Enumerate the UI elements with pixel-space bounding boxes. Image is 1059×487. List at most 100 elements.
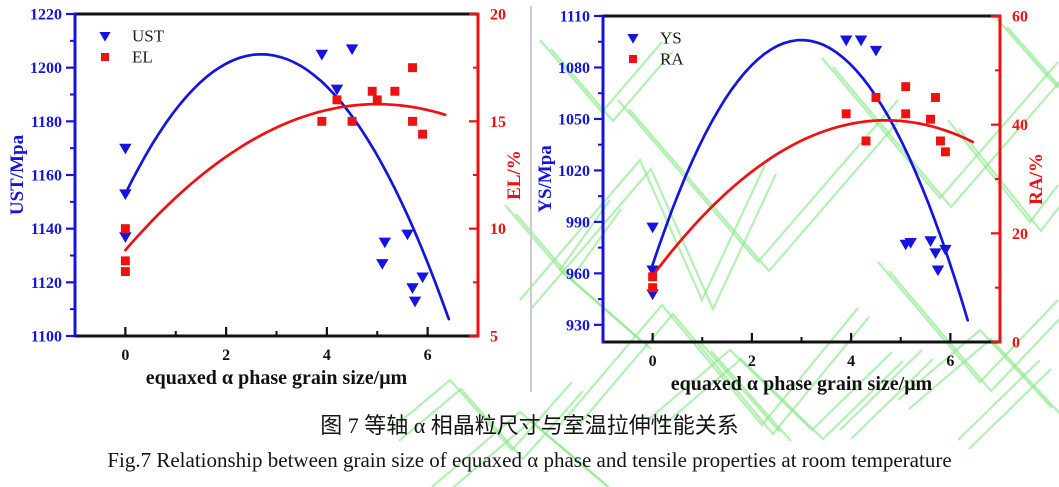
svg-text:0: 0 <box>1012 335 1020 352</box>
watermark-stroke <box>968 368 1052 450</box>
series-YS <box>646 35 970 322</box>
legend-label-EL: EL <box>132 48 153 67</box>
svg-text:1200: 1200 <box>30 60 62 77</box>
watermark-stroke <box>658 357 904 441</box>
data-point <box>416 272 429 284</box>
svg-text:2: 2 <box>748 353 756 370</box>
data-point <box>120 224 130 234</box>
data-point <box>901 82 911 92</box>
data-point <box>372 95 382 105</box>
svg-text:15: 15 <box>490 114 506 131</box>
series-RA <box>648 82 975 293</box>
legend-label-YS: YS <box>660 29 682 48</box>
data-point <box>119 232 132 243</box>
svg-text:1140: 1140 <box>31 221 62 238</box>
data-point <box>904 238 917 249</box>
data-point <box>931 93 940 102</box>
x-axis: 0 2 4 6 equaxed α phase grain size/μm <box>121 327 432 389</box>
right-chart-svg: 9309609901020105010801110YS/Mpa0204060RA… <box>535 9 1047 396</box>
right-chart: 930 960 990 1020 1050 1080 1110 YS/Mpa 0 20 40 60 RA… <box>530 0 1059 405</box>
watermark-stroke <box>504 204 566 276</box>
legend: YS RA <box>627 29 684 69</box>
data-point <box>406 283 419 294</box>
data-point <box>332 95 342 105</box>
svg-text:0: 0 <box>121 347 129 364</box>
watermark-stroke <box>897 328 1053 409</box>
legend-label-RA: RA <box>660 50 684 69</box>
fit-curve-YS <box>651 38 970 322</box>
data-point <box>99 31 111 42</box>
data-point <box>390 86 400 96</box>
y-right-axis: 0 20 40 60 RA/% <box>991 9 1047 352</box>
data-point <box>861 136 871 146</box>
data-point <box>646 289 659 301</box>
data-point <box>367 86 377 96</box>
legend: UST EL <box>99 27 165 67</box>
data-point <box>648 283 658 293</box>
svg-text:1100: 1100 <box>31 329 62 346</box>
watermark-stroke <box>387 378 573 452</box>
svg-text:930: 930 <box>566 317 590 334</box>
data-point <box>330 84 344 96</box>
data-point <box>401 229 414 241</box>
data-point <box>901 109 911 119</box>
data-point <box>646 222 659 234</box>
svg-text:1050: 1050 <box>558 111 590 128</box>
fit-curve-EL <box>124 102 447 252</box>
svg-text:20: 20 <box>490 7 506 24</box>
fit-curve-RA <box>651 118 975 278</box>
caption-chinese: 图 7 等轴 α 相晶粒尺寸与室温拉伸性能关系 <box>320 413 739 438</box>
data-point <box>871 93 881 102</box>
watermark-stroke <box>957 359 1041 441</box>
svg-text:1080: 1080 <box>558 60 590 77</box>
svg-text:1020: 1020 <box>558 163 590 180</box>
y-left-axis: 1100 1120 1140 1160 1180 1200 1220 UST/Mpa <box>7 7 75 346</box>
watermark-stroke <box>958 128 1059 233</box>
data-point <box>315 49 329 61</box>
data-point <box>408 63 417 73</box>
series-EL <box>120 63 447 277</box>
svg-text:4: 4 <box>847 353 855 370</box>
data-point <box>931 265 945 277</box>
watermark-stroke <box>908 337 1059 415</box>
svg-text:1110: 1110 <box>560 9 590 26</box>
watermark-stroke <box>628 108 910 273</box>
data-point <box>841 109 851 119</box>
data-point <box>378 237 392 249</box>
svg-text:960: 960 <box>566 266 590 283</box>
data-point <box>628 54 638 64</box>
data-point <box>648 272 658 282</box>
data-point <box>376 259 389 270</box>
svg-text:2: 2 <box>222 347 230 364</box>
x-axis: 0 2 4 6 equaxed α phase grain size/μm <box>649 333 954 395</box>
svg-text:40: 40 <box>1012 117 1028 134</box>
y-left-axis-title: YS/Mpa <box>535 145 556 213</box>
watermark-stroke <box>699 341 781 433</box>
data-point <box>646 265 659 277</box>
data-point <box>418 129 428 139</box>
svg-text:20: 20 <box>1012 226 1028 243</box>
svg-text:0: 0 <box>649 353 657 370</box>
data-point <box>120 267 130 277</box>
watermark-stroke <box>821 57 1059 200</box>
watermark-stroke <box>832 66 1059 209</box>
left-chart-svg: 1100 1120 1140 1160 1180 1200 1220 UST/Mpa 5 10 15… <box>7 7 525 390</box>
data-point <box>347 116 357 126</box>
data-point <box>854 35 868 47</box>
y-left-axis-title: UST/Mpa <box>7 134 28 215</box>
watermark-stroke <box>617 99 899 264</box>
caption-english: Fig.7 Relationship between grain size of… <box>107 448 952 472</box>
data-point <box>100 52 110 62</box>
data-point <box>924 236 937 247</box>
series-UST <box>119 44 451 321</box>
watermark-stroke <box>550 48 674 123</box>
watermark-stroke <box>850 358 934 440</box>
data-point <box>627 33 639 44</box>
data-point <box>317 116 327 126</box>
svg-text:5: 5 <box>490 329 498 346</box>
y-right-axis: 5 10 15 20 EL/% <box>469 7 525 346</box>
watermark-stroke <box>515 213 577 285</box>
data-point <box>935 136 945 146</box>
data-point <box>939 244 952 256</box>
data-point <box>929 248 942 259</box>
